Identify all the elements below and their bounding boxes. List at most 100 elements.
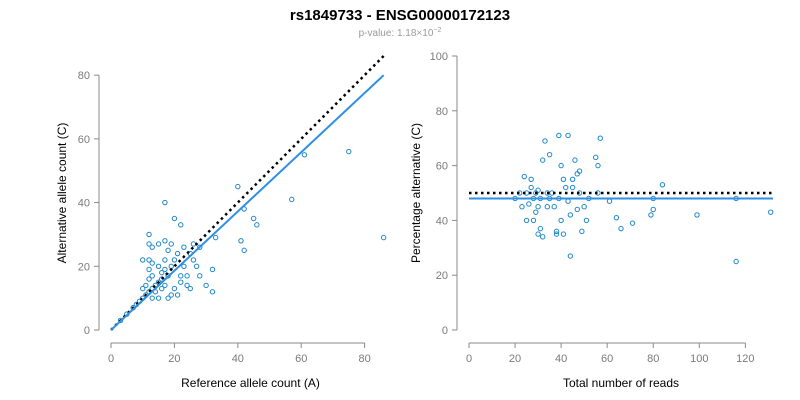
x-tick-label: 20 [168, 353, 180, 365]
data-point [558, 162, 564, 169]
data-point [168, 263, 174, 269]
data-point [528, 184, 534, 191]
y-tick-label: 40 [78, 198, 90, 210]
data-point [149, 260, 155, 266]
data-point [519, 204, 525, 210]
data-point [212, 234, 219, 241]
allele-count-scatter-panel: 0 20 40 60 80 0 20 40 60 80 Reference allele count… [55, 55, 387, 390]
data-point [250, 215, 257, 222]
data-point [521, 173, 527, 180]
y-axis-label: Alternative allele count (C) [55, 123, 69, 264]
x-tick-label: 80 [647, 353, 659, 365]
data-point [542, 138, 548, 144]
data-point [346, 148, 352, 155]
data-point [174, 250, 181, 257]
y-tick-label: 20 [78, 261, 90, 273]
x-axis-label: Reference allele count (A) [181, 376, 320, 390]
data-point [767, 209, 774, 215]
data-point [187, 285, 193, 292]
x-tick-label: 60 [295, 353, 307, 365]
p-value-exponent: −2 [433, 27, 441, 34]
data-point [558, 217, 564, 224]
data-point [567, 253, 574, 259]
x-tick-label: 0 [108, 353, 114, 365]
data-point [289, 196, 295, 203]
x-tick-label: 60 [601, 353, 613, 365]
data-point [567, 212, 574, 218]
data-point [146, 257, 152, 263]
data-point [171, 257, 178, 263]
data-point [539, 157, 546, 163]
y-tick-label: 20 [436, 270, 448, 282]
data-point [574, 206, 580, 213]
data-point [209, 266, 216, 273]
data-point [659, 182, 666, 188]
data-point [544, 204, 551, 210]
data-point [238, 238, 244, 244]
data-point [146, 231, 152, 238]
data-point [184, 273, 190, 279]
data-point [569, 176, 576, 183]
data-point [197, 244, 203, 250]
data-point [537, 225, 544, 232]
data-point [523, 217, 530, 224]
data-point [149, 244, 155, 250]
data-point [155, 241, 162, 247]
y-tick-label: 80 [436, 106, 448, 118]
y-tick-label: 40 [436, 215, 448, 227]
x-tick-label: 40 [555, 353, 567, 365]
data-point [301, 152, 308, 158]
data-point [592, 154, 599, 161]
data-point [168, 241, 174, 247]
data-point [583, 217, 590, 224]
y-axis-label: Percentage alternative (C) [409, 123, 423, 263]
x-tick-label: 0 [466, 353, 472, 365]
data-point [551, 204, 557, 210]
y-tick-label: 100 [430, 51, 448, 63]
data-point [563, 184, 569, 191]
data-point [235, 183, 241, 190]
data-point [209, 289, 216, 295]
data-point [143, 282, 149, 289]
data-point [159, 285, 165, 292]
data-point [159, 269, 165, 276]
data-point [581, 204, 587, 210]
data-point [565, 198, 571, 204]
data-point [648, 212, 654, 218]
data-point [174, 292, 181, 298]
x-tick-label: 20 [509, 353, 521, 365]
p-value-subtitle: p-value: 1.18×10−2 [359, 27, 442, 39]
data-point [533, 209, 539, 215]
data-point [197, 273, 203, 279]
percentage-alternative-scatter-panel: 0 20 40 60 80 100 120 0 20 40 60 80 100 Total number … [409, 51, 774, 390]
data-point [162, 257, 168, 263]
data-point [117, 317, 124, 324]
data-point [576, 168, 583, 174]
x-tick-label: 120 [736, 353, 754, 365]
data-point [546, 151, 553, 158]
data-point [171, 285, 178, 292]
data-point [560, 176, 567, 183]
data-point [526, 201, 532, 207]
data-point [535, 231, 541, 237]
data-point [165, 247, 171, 254]
expected-ratio-line [110, 55, 385, 331]
data-point [629, 220, 636, 226]
data-point [535, 187, 541, 193]
data-point [241, 247, 247, 254]
data-point [162, 238, 168, 244]
data-point [606, 198, 613, 204]
x-tick-label: 100 [690, 353, 708, 365]
data-point [190, 257, 197, 263]
data-point [553, 228, 560, 235]
data-point [146, 276, 152, 282]
data-point [149, 273, 155, 279]
data-point [162, 282, 168, 289]
data-point [181, 263, 187, 269]
data-point [597, 135, 603, 141]
data-point [560, 231, 567, 237]
data-point [650, 206, 656, 213]
data-point [140, 257, 146, 263]
data-point [178, 222, 184, 228]
data-point [595, 162, 601, 169]
